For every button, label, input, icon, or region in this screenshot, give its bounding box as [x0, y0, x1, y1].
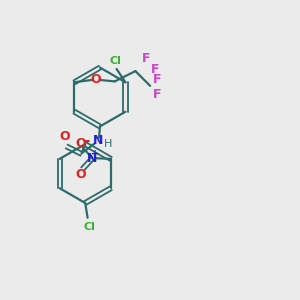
Text: -: - [83, 133, 89, 148]
Text: O: O [90, 74, 101, 86]
Text: N: N [92, 134, 103, 147]
Text: H: H [104, 139, 112, 149]
Text: F: F [142, 52, 150, 65]
Text: N: N [87, 152, 98, 165]
Text: +: + [91, 148, 100, 158]
Text: Cl: Cl [109, 56, 121, 66]
Text: O: O [75, 137, 86, 150]
Text: O: O [75, 168, 86, 181]
Text: Cl: Cl [84, 221, 96, 232]
Text: F: F [152, 88, 161, 101]
Text: O: O [59, 130, 70, 143]
Text: F: F [152, 74, 161, 86]
Text: F: F [151, 63, 159, 76]
